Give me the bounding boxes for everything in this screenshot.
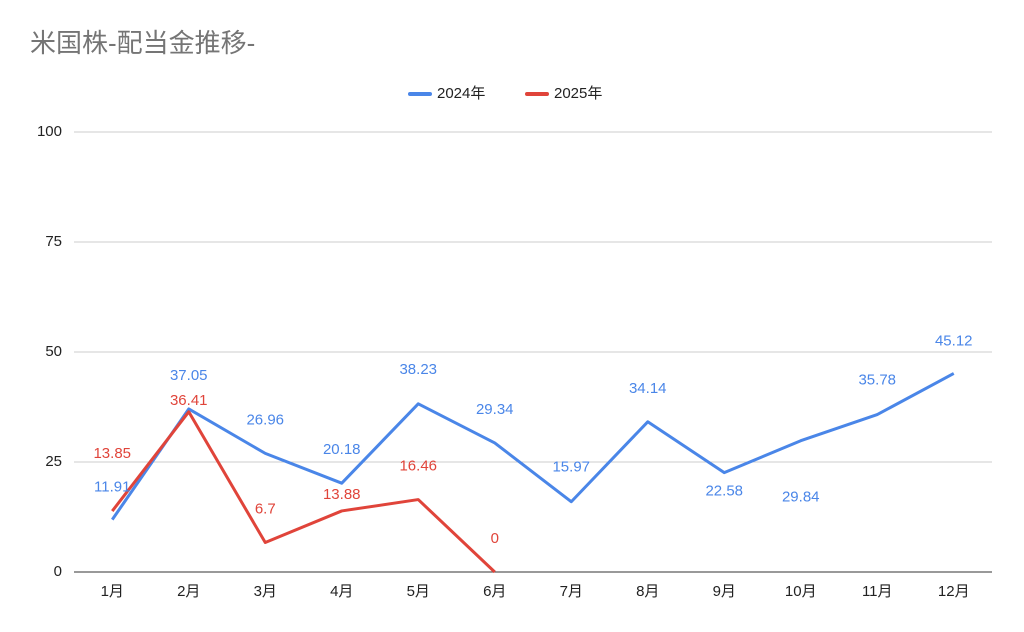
x-tick-label: 4月 (330, 583, 353, 600)
data-label: 6.7 (255, 500, 276, 517)
x-tick-label: 7月 (560, 583, 583, 600)
series-line (111, 372, 955, 521)
x-tick-label: 3月 (254, 583, 277, 600)
data-label: 38.23 (399, 361, 437, 378)
x-tick-label: 2月 (177, 583, 200, 600)
y-tick-label: 75 (45, 233, 62, 250)
y-tick-label: 100 (37, 123, 62, 140)
x-tick-label: 5月 (407, 583, 430, 600)
data-label: 16.46 (399, 458, 437, 475)
data-label: 45.12 (935, 332, 973, 349)
data-label: 36.41 (170, 392, 208, 409)
y-tick-label: 25 (45, 453, 62, 470)
chart-title: 米国株-配当金推移- (30, 28, 255, 58)
series-line (111, 410, 496, 574)
x-tick-label: 1月 (101, 583, 124, 600)
data-label: 37.05 (170, 367, 208, 384)
data-label: 20.18 (323, 441, 361, 458)
data-label: 0 (491, 530, 499, 547)
data-label: 29.34 (476, 401, 514, 418)
x-tick-label: 9月 (713, 583, 736, 600)
x-tick-label: 10月 (785, 583, 817, 600)
data-label: 11.91 (94, 479, 130, 496)
y-tick-label: 50 (45, 343, 62, 360)
data-label: 34.14 (629, 380, 667, 397)
data-label: 22.58 (705, 483, 743, 500)
data-label: 29.84 (782, 489, 820, 506)
x-tick-label: 12月 (938, 583, 970, 600)
x-tick-label: 6月 (483, 583, 506, 600)
legend-label: 2025年 (554, 85, 602, 102)
x-tick-label: 8月 (636, 583, 659, 600)
y-tick-label: 0 (54, 563, 62, 580)
legend-label: 2024年 (437, 85, 485, 102)
data-label: 35.78 (858, 372, 896, 389)
data-label: 26.96 (246, 411, 284, 428)
data-label: 15.97 (552, 459, 590, 476)
x-tick-label: 11月 (862, 583, 893, 600)
data-label: 13.88 (323, 486, 361, 503)
data-label: 13.85 (93, 445, 131, 462)
